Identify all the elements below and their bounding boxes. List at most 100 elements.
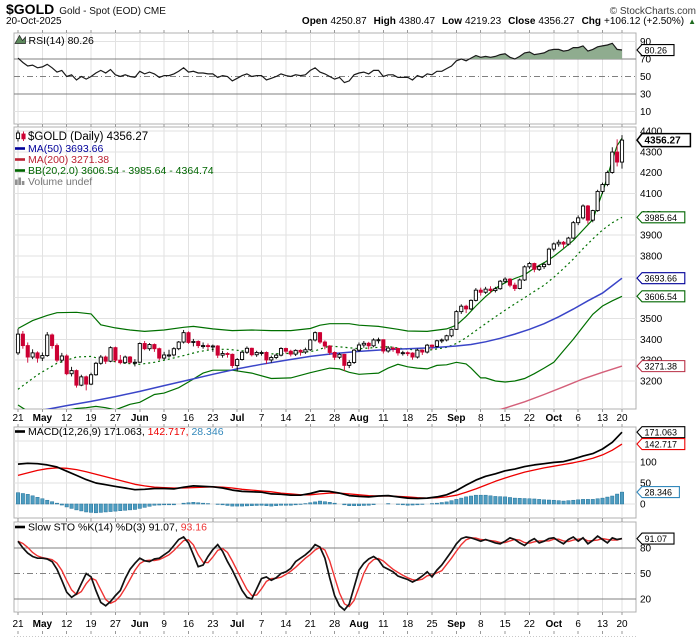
date-tick-label: 8 — [478, 413, 484, 424]
sto-value-tag — [636, 532, 675, 545]
date-tick-label: 12 — [61, 619, 73, 630]
chart-header-line2: 20-Oct-2025 Open 4250.87 High 4380.47 Low 421… — [6, 16, 696, 27]
date-tick-label: Oct — [545, 413, 562, 424]
rsi-line — [17, 42, 623, 84]
date-tick-label: 9 — [161, 619, 167, 630]
sto-series — [17, 535, 623, 612]
svg-text:3271.38: 3271.38 — [645, 362, 678, 372]
bollinger-upper-line — [17, 137, 623, 333]
date-tick-label: Jul — [230, 619, 245, 630]
date-tick-label: 19 — [86, 413, 98, 424]
sto-axis-label: 20 — [640, 595, 652, 606]
price-axis-label: 3400 — [640, 335, 663, 346]
macd-line — [17, 431, 623, 500]
rsi-axis-label: 70 — [640, 55, 652, 66]
high-label: High — [373, 16, 396, 27]
date-tick-label: 16 — [183, 619, 195, 630]
main-legend-label: BB(20,2.0) 3606.54 - 3985.64 - 4364.74 — [28, 165, 214, 177]
date-tick-label: 15 — [500, 413, 512, 424]
sto-axis-label: 80 — [640, 544, 652, 555]
date-tick-label: 6 — [575, 619, 581, 630]
main-legend-label: MA(200) 3271.38 — [28, 154, 109, 166]
rsi-overbought-fill — [18, 43, 622, 59]
date-tick-label: 25 — [426, 619, 438, 630]
macd-panel-content: 150100500 — [14, 431, 657, 514]
date-tick-label: 7 — [259, 413, 265, 424]
rsi-axis-label: 30 — [640, 90, 652, 101]
date-tick-label: Sep — [447, 413, 465, 424]
macd-legend-label: MACD(12,26,9) 171.063, 142.717, 28.346 — [28, 426, 224, 438]
svg-text:3606.54: 3606.54 — [645, 292, 678, 302]
main-legend-label: MA(50) 3693.66 — [28, 143, 103, 155]
macd-histogram — [16, 491, 624, 514]
price-axis-label: 4400 — [640, 127, 663, 138]
candlestick-icon — [15, 130, 26, 142]
stockcharts-copyright: © StockCharts.com — [609, 6, 696, 17]
date-tick-label: 14 — [280, 413, 292, 424]
date-tick-label: Jul — [230, 413, 245, 424]
close-label: Close — [508, 16, 536, 27]
price-tag-3271.38 — [636, 360, 686, 373]
price-axis-label: 4300 — [640, 147, 663, 158]
date-tick-label: Aug — [349, 413, 368, 424]
date-tick-label: Jun — [131, 619, 149, 630]
svg-text:142.717: 142.717 — [645, 440, 678, 450]
bollinger-lower-line — [17, 295, 623, 409]
price-tag-3606.54 — [636, 290, 686, 303]
date-tick-label: 28 — [329, 619, 341, 630]
rsi-panel-content: 90 70 50 30 10 — [14, 37, 652, 118]
svg-text:3985.64: 3985.64 — [645, 213, 678, 223]
chart-header-line1: $GOLD Gold - Spot (EOD) CME © StockChart… — [6, 1, 696, 17]
date-tick-label: 27 — [110, 413, 122, 424]
open-value: 4250.87 — [330, 16, 367, 27]
date-tick-label: Sep — [447, 619, 465, 630]
date-tick-label: 8 — [478, 619, 484, 630]
date-tick-label: May — [33, 413, 53, 424]
symbol-description: Gold - Spot (EOD) CME — [59, 6, 166, 17]
date-tick-label: 23 — [207, 413, 219, 424]
date-tick-label: 19 — [86, 619, 98, 630]
rsi-value-tag — [636, 43, 675, 57]
date-tick-label: 11 — [378, 619, 389, 630]
svg-text:3693.66: 3693.66 — [645, 274, 678, 284]
price-axis-label: 4200 — [640, 168, 663, 179]
macd-axis-label: 50 — [640, 479, 652, 490]
date-tick-label: 23 — [207, 619, 219, 630]
date-tick-label: 21 — [305, 413, 317, 424]
close-value: 4356.27 — [538, 16, 575, 27]
macd-signal-line — [17, 443, 623, 499]
rsi-legend-label: RSI(14) 80.26 — [29, 35, 95, 47]
date-tick-label: 28 — [329, 413, 341, 424]
svg-text:80.26: 80.26 — [645, 46, 668, 56]
macd-tag-171.063 — [636, 426, 686, 439]
date-tick-label: 12 — [61, 413, 73, 424]
svg-text:171.063: 171.063 — [645, 428, 678, 438]
svg-text:4356.27: 4356.27 — [645, 136, 682, 147]
date-tick-label: 20 — [616, 413, 628, 424]
date-tick-label: 16 — [183, 413, 195, 424]
macd-series — [16, 431, 624, 514]
low-label: Low — [442, 16, 463, 27]
chg-label: Chg — [581, 16, 602, 27]
low-value: 4219.23 — [465, 16, 502, 27]
date-tick-label: 22 — [524, 413, 536, 424]
legends: RSI(14) 80.26 $GOLD (Daily) 4356.27MA(50)… — [14, 34, 224, 534]
date-tick-label: 21 — [12, 619, 24, 630]
price-tag-4356.27 — [636, 132, 692, 148]
price-axis-label: 3800 — [640, 252, 663, 263]
macd-axis-label: 100 — [640, 458, 657, 469]
date-tick-label: Jun — [131, 413, 149, 424]
date-tick-label: 11 — [378, 413, 389, 424]
date-tick-label: 9 — [161, 413, 167, 424]
axis-tick-marks — [17, 30, 623, 634]
date-tick-label: 7 — [259, 619, 265, 630]
macd-axis-label: 0 — [640, 500, 646, 511]
price-tag-3985.64 — [636, 211, 686, 224]
date-tick-label: 18 — [402, 619, 414, 630]
candlesticks — [15, 135, 625, 391]
date-tick-label: Oct — [545, 619, 562, 630]
sto-panel — [13, 521, 637, 613]
sto-legend-label: Slow STO %K(14) %D(3) 91.07, 93.16 — [28, 522, 207, 534]
svg-text:91.07: 91.07 — [645, 534, 668, 544]
